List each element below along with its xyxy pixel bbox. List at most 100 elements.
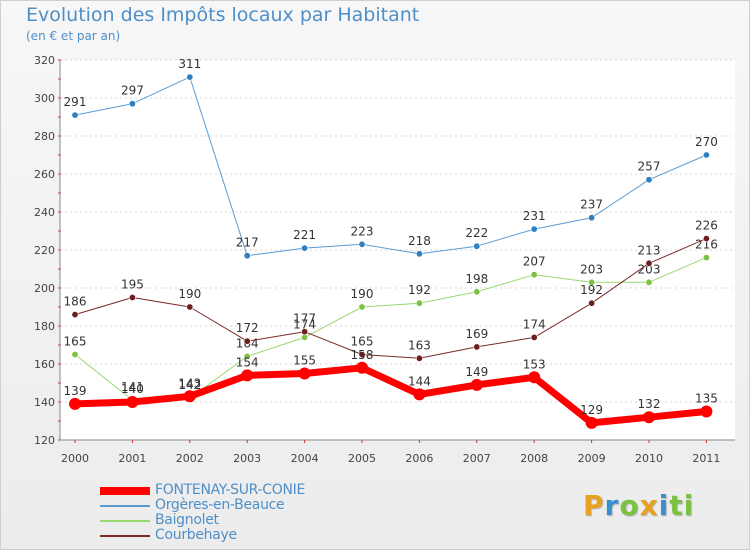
data-label: 155	[293, 354, 316, 368]
data-label: 135	[695, 392, 718, 406]
data-label: 144	[408, 374, 431, 388]
data-point	[473, 343, 481, 351]
data-point	[530, 333, 538, 341]
data-point	[69, 397, 81, 410]
data-label: 132	[638, 397, 661, 411]
legend-label: Orgères-en-Beauce	[155, 497, 285, 513]
series-line	[74, 76, 707, 257]
data-point	[71, 350, 79, 358]
data-point	[71, 111, 79, 119]
y-tick-label: 180	[34, 320, 55, 333]
data-point	[128, 100, 136, 108]
data-label: 218	[408, 234, 431, 248]
data-label: 174	[523, 317, 546, 331]
data-label: 221	[293, 228, 316, 242]
data-label: 198	[465, 272, 488, 286]
data-label: 213	[638, 243, 661, 257]
x-tick-label: 2000	[61, 452, 89, 465]
data-label: 195	[121, 278, 144, 292]
legend-label: Courbehaye	[155, 527, 237, 543]
data-label: 203	[580, 262, 603, 276]
legend-swatch	[100, 505, 150, 507]
data-point	[243, 337, 251, 345]
data-label: 270	[695, 135, 718, 149]
series-line	[71, 364, 710, 427]
x-tick-label: 2007	[463, 452, 491, 465]
data-label: 237	[580, 198, 603, 212]
data-label: 222	[465, 226, 488, 240]
chart-title: Evolution des Impôts locaux par Habitant	[26, 4, 420, 26]
data-label: 203	[638, 262, 661, 276]
data-point	[415, 299, 423, 307]
logo-letter: o	[619, 489, 640, 522]
logo-letter: ti	[669, 489, 695, 522]
legend-swatch	[100, 535, 150, 537]
data-label: 163	[408, 338, 431, 352]
proxiti-logo: Proxiti	[583, 489, 694, 522]
data-point	[470, 378, 483, 391]
logo-letter: i	[658, 489, 670, 522]
y-tick-label: 120	[34, 434, 55, 447]
data-point	[645, 278, 653, 286]
data-point	[241, 369, 254, 382]
x-tick-label: 2006	[405, 452, 433, 465]
data-point	[530, 271, 538, 279]
x-tick-label: 2010	[635, 452, 663, 465]
data-label: 291	[64, 95, 87, 109]
data-label: 141	[121, 380, 144, 394]
data-point	[358, 350, 366, 358]
data-point	[588, 278, 596, 286]
logo-letter: P	[583, 489, 605, 522]
data-label: 139	[64, 384, 87, 398]
data-point	[301, 328, 309, 336]
data-point	[413, 388, 426, 401]
data-point	[301, 244, 309, 252]
series-line	[74, 238, 707, 359]
data-label: 192	[580, 283, 603, 297]
data-point	[585, 416, 598, 429]
y-tick-label: 140	[34, 396, 55, 409]
data-label: 174	[293, 317, 316, 331]
data-point	[298, 367, 311, 380]
data-label: 177	[293, 312, 316, 326]
data-label: 223	[351, 224, 374, 238]
data-point	[588, 299, 596, 307]
data-label: 142	[178, 378, 201, 392]
legend-label: FONTENAY-SUR-CONIE	[155, 482, 306, 498]
data-point	[243, 352, 251, 360]
data-point	[358, 303, 366, 311]
data-point	[473, 242, 481, 250]
data-point	[186, 73, 194, 81]
data-label: 226	[695, 219, 718, 233]
data-point	[358, 240, 366, 248]
data-point	[71, 311, 79, 319]
data-point	[243, 252, 251, 260]
data-label: 231	[523, 209, 546, 223]
data-label: 207	[523, 255, 546, 269]
data-point	[356, 361, 368, 374]
data-point	[702, 254, 710, 262]
data-label: 140	[121, 382, 144, 396]
data-point	[702, 151, 710, 159]
data-point	[473, 288, 481, 296]
y-tick-label: 280	[34, 130, 55, 143]
data-point	[528, 371, 541, 384]
data-label: 297	[121, 84, 144, 98]
x-tick-label: 2008	[520, 452, 548, 465]
data-point	[415, 250, 423, 258]
data-label: 311	[178, 57, 201, 71]
data-point	[702, 235, 710, 243]
legend-label: Baignolet	[155, 512, 219, 528]
data-point	[126, 396, 139, 408]
x-tick-label: 2003	[233, 452, 261, 465]
logo-letter: r	[604, 489, 620, 522]
x-tick-label: 2002	[176, 452, 204, 465]
y-tick-label: 300	[34, 92, 55, 105]
data-label: 129	[580, 403, 603, 417]
data-label: 217	[236, 236, 259, 250]
data-label: 257	[638, 160, 661, 174]
data-label: 190	[178, 287, 201, 301]
data-point	[700, 405, 713, 418]
data-label: 165	[351, 335, 374, 349]
